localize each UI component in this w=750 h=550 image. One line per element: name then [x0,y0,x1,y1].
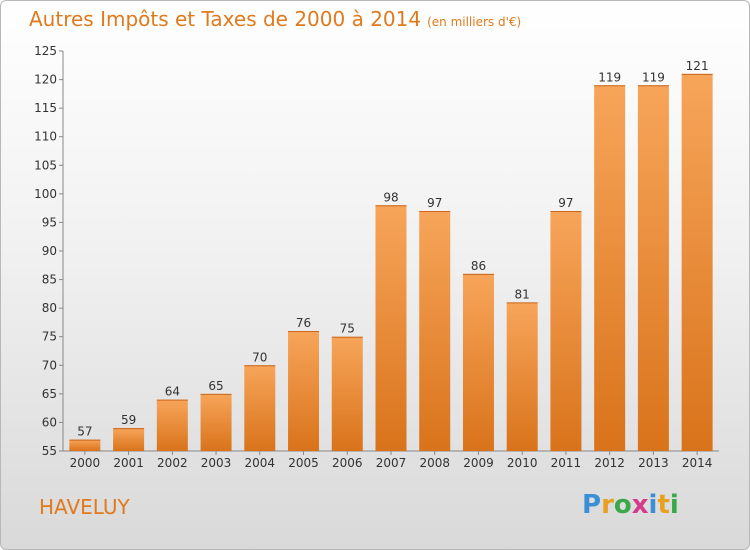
y-tick-label: 60 [42,415,57,429]
bar [637,85,669,452]
x-tick-label: 2014 [682,456,713,470]
x-tick-label: 2003 [201,456,232,470]
y-tick-label: 125 [34,44,57,58]
logo-letter: t [657,490,670,520]
bar [550,211,582,451]
bar [200,393,232,451]
logo-letter: x [631,490,649,520]
y-tick-label: 105 [34,158,57,172]
bar [113,428,145,451]
bar [244,365,276,451]
x-tick-label: 2006 [332,456,363,470]
data-label: 119 [598,70,621,84]
bar [681,73,713,451]
x-tick-label: 2009 [463,456,494,470]
data-label: 97 [427,196,442,210]
logo-letter: o [613,490,632,520]
data-label: 98 [383,190,398,204]
commune-name: HAVELUY [39,495,130,519]
chart-title: Autres Impôts et Taxes de 2000 à 2014 (en… [29,7,521,31]
data-label: 76 [296,316,311,330]
y-tick-label: 85 [42,273,57,287]
bar [462,273,494,451]
x-tick-label: 2007 [376,456,407,470]
data-label: 59 [121,413,136,427]
data-label: 86 [471,259,486,273]
y-tick-label: 65 [42,387,57,401]
logo-letter: P [582,490,602,520]
x-tick-label: 2000 [70,456,101,470]
logo-letter: i [648,490,658,520]
y-tick-label: 100 [34,187,57,201]
bar [69,439,101,451]
data-label: 70 [252,350,267,364]
x-tick-label: 2005 [288,456,319,470]
y-tick-label: 120 [34,73,57,87]
y-tick-label: 95 [42,215,57,229]
x-tick-label: 2012 [594,456,625,470]
proxiti-logo: Proxiti [582,490,679,520]
x-tick-label: 2011 [551,456,582,470]
bar [419,211,451,451]
chart-title-main: Autres Impôts et Taxes de 2000 à 2014 [29,7,422,31]
y-tick-label: 75 [42,330,57,344]
bar [506,302,538,451]
data-label: 75 [340,322,355,336]
bar [594,85,626,452]
bar [156,399,188,451]
y-tick-label: 80 [42,301,57,315]
y-tick-label: 55 [42,444,57,458]
y-tick-label: 115 [34,101,57,115]
logo-letter: r [601,490,614,520]
data-label: 81 [515,287,530,301]
logo-letter: i [669,490,679,520]
data-label: 64 [165,385,180,399]
y-tick-label: 110 [34,130,57,144]
bar [331,336,363,451]
data-label: 121 [686,59,709,73]
x-tick-label: 2010 [507,456,538,470]
data-label: 119 [642,70,665,84]
data-label: 57 [77,425,92,439]
data-label: 97 [558,196,573,210]
chart-title-unit: (en milliers d'€) [427,15,522,29]
y-tick-label: 90 [42,244,57,258]
x-tick-label: 2004 [245,456,276,470]
y-tick-label: 70 [42,358,57,372]
data-label: 65 [208,379,223,393]
bar [288,331,320,451]
x-tick-label: 2008 [419,456,450,470]
bar [375,205,407,451]
x-tick-label: 2002 [157,456,188,470]
x-tick-label: 2013 [638,456,669,470]
x-tick-label: 2001 [113,456,144,470]
